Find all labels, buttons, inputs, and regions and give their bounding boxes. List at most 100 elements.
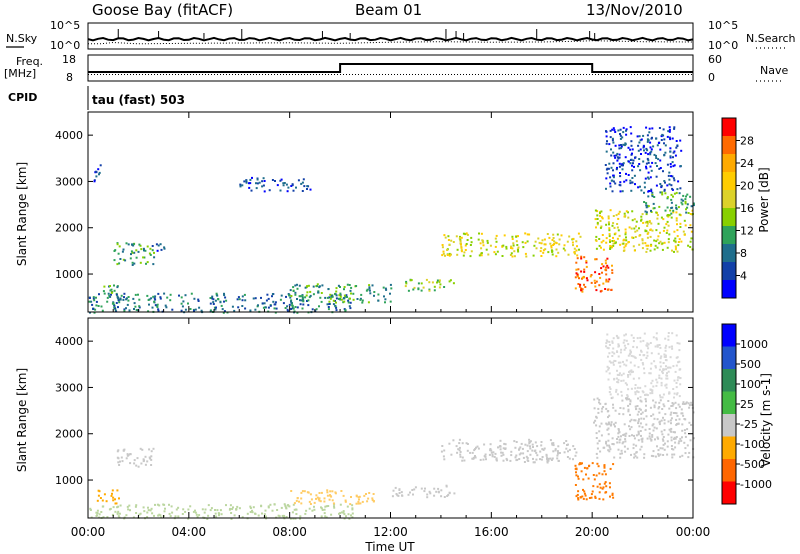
- echo-cell: [436, 281, 438, 284]
- echo-cell: [629, 182, 632, 185]
- echo-cell: [627, 146, 630, 149]
- cpid-text: tau (fast) 503: [92, 93, 185, 107]
- echo-cell: [607, 217, 610, 220]
- echo-cell: [93, 179, 96, 182]
- echo-cell: [676, 342, 679, 345]
- echo-cell: [652, 336, 655, 339]
- echo-cell: [643, 453, 646, 456]
- echo-cell: [471, 457, 474, 460]
- echo-cell: [631, 177, 634, 179]
- echo-cell: [601, 487, 604, 490]
- echo-cell: [214, 512, 217, 515]
- echo-cell: [641, 438, 644, 441]
- echo-cell: [100, 305, 103, 308]
- echo-cell: [521, 241, 524, 244]
- echo-cell: [431, 281, 434, 284]
- echo-cell: [677, 241, 680, 243]
- echo-cell: [328, 498, 331, 501]
- echo-cell: [515, 441, 518, 443]
- echo-cell: [294, 284, 297, 287]
- echo-cell: [585, 260, 588, 263]
- echo-cell: [608, 143, 611, 146]
- echo-cell: [223, 292, 225, 295]
- echo-cell: [634, 387, 637, 390]
- echo-cell: [550, 244, 553, 247]
- echo-cell: [474, 448, 477, 450]
- echo-cell: [627, 410, 630, 413]
- echo-cell: [639, 336, 642, 339]
- echo-cell: [676, 223, 678, 226]
- echo-cell: [609, 245, 612, 247]
- echo-cell: [629, 349, 632, 352]
- echo-cell: [502, 447, 505, 450]
- echo-cell: [625, 133, 628, 136]
- echo-cell: [128, 309, 131, 312]
- echo-cell: [612, 443, 615, 445]
- echo-cell: [644, 409, 647, 412]
- echo-cell: [658, 127, 661, 129]
- echo-cell: [594, 218, 597, 221]
- echo-cell: [95, 300, 98, 303]
- colorbar-tick-label: 25: [740, 398, 754, 411]
- echo-cell: [448, 252, 451, 255]
- echo-cell: [495, 234, 498, 237]
- echo-cell: [610, 421, 613, 424]
- echo-cell: [285, 183, 288, 186]
- echo-cell: [329, 490, 332, 493]
- echo-cell: [629, 361, 632, 364]
- echo-cell: [654, 366, 657, 369]
- echo-cell: [628, 226, 631, 229]
- echo-cell: [573, 448, 576, 450]
- echo-cell: [115, 293, 118, 296]
- echo-cell: [621, 168, 624, 171]
- echo-cell: [647, 153, 650, 156]
- echo-cell: [653, 417, 656, 420]
- echo-cell: [358, 495, 361, 498]
- echo-cell: [671, 332, 674, 335]
- echo-cell: [648, 372, 651, 375]
- echo-cell: [663, 422, 666, 425]
- echo-cell: [686, 193, 689, 196]
- echo-cell: [540, 242, 543, 245]
- echo-cell: [639, 386, 642, 389]
- echo-cell: [663, 353, 666, 356]
- echo-cell: [198, 514, 201, 517]
- echo-cell: [664, 192, 667, 195]
- echo-cell: [318, 499, 321, 502]
- echo-cell: [566, 240, 569, 243]
- echo-cell: [655, 240, 658, 243]
- echo-cell: [668, 233, 671, 236]
- echo-cell: [539, 250, 542, 253]
- echo-cell: [581, 288, 584, 291]
- echo-cell: [148, 448, 151, 451]
- echo-cell: [639, 139, 642, 142]
- echo-cell: [624, 382, 627, 385]
- echo-cell: [277, 514, 280, 517]
- echo-cell: [625, 236, 627, 239]
- echo-cell: [644, 398, 647, 401]
- echo-cell: [597, 407, 600, 410]
- echo-cell: [620, 348, 623, 351]
- y-tick-label: 4000: [55, 129, 83, 142]
- echo-cell: [535, 458, 538, 461]
- echo-cell: [661, 396, 664, 399]
- echo-cell: [164, 304, 167, 307]
- echo-cell: [138, 298, 141, 301]
- echo-cell: [469, 451, 472, 454]
- echo-cell: [666, 135, 669, 138]
- echo-cell: [659, 396, 662, 399]
- echo-cell: [611, 492, 614, 495]
- echo-cell: [517, 250, 520, 253]
- echo-cell: [578, 277, 580, 280]
- echo-cell: [607, 427, 610, 430]
- echo-cell: [681, 402, 684, 405]
- echo-cell: [676, 392, 679, 395]
- echo-cell: [624, 228, 627, 231]
- echo-cell: [686, 428, 689, 431]
- echo-cell: [499, 448, 502, 451]
- echo-cell: [557, 445, 560, 448]
- echo-cell: [675, 208, 678, 211]
- echo-cell: [617, 448, 620, 451]
- echo-cell: [472, 456, 475, 459]
- echo-cell: [257, 304, 259, 307]
